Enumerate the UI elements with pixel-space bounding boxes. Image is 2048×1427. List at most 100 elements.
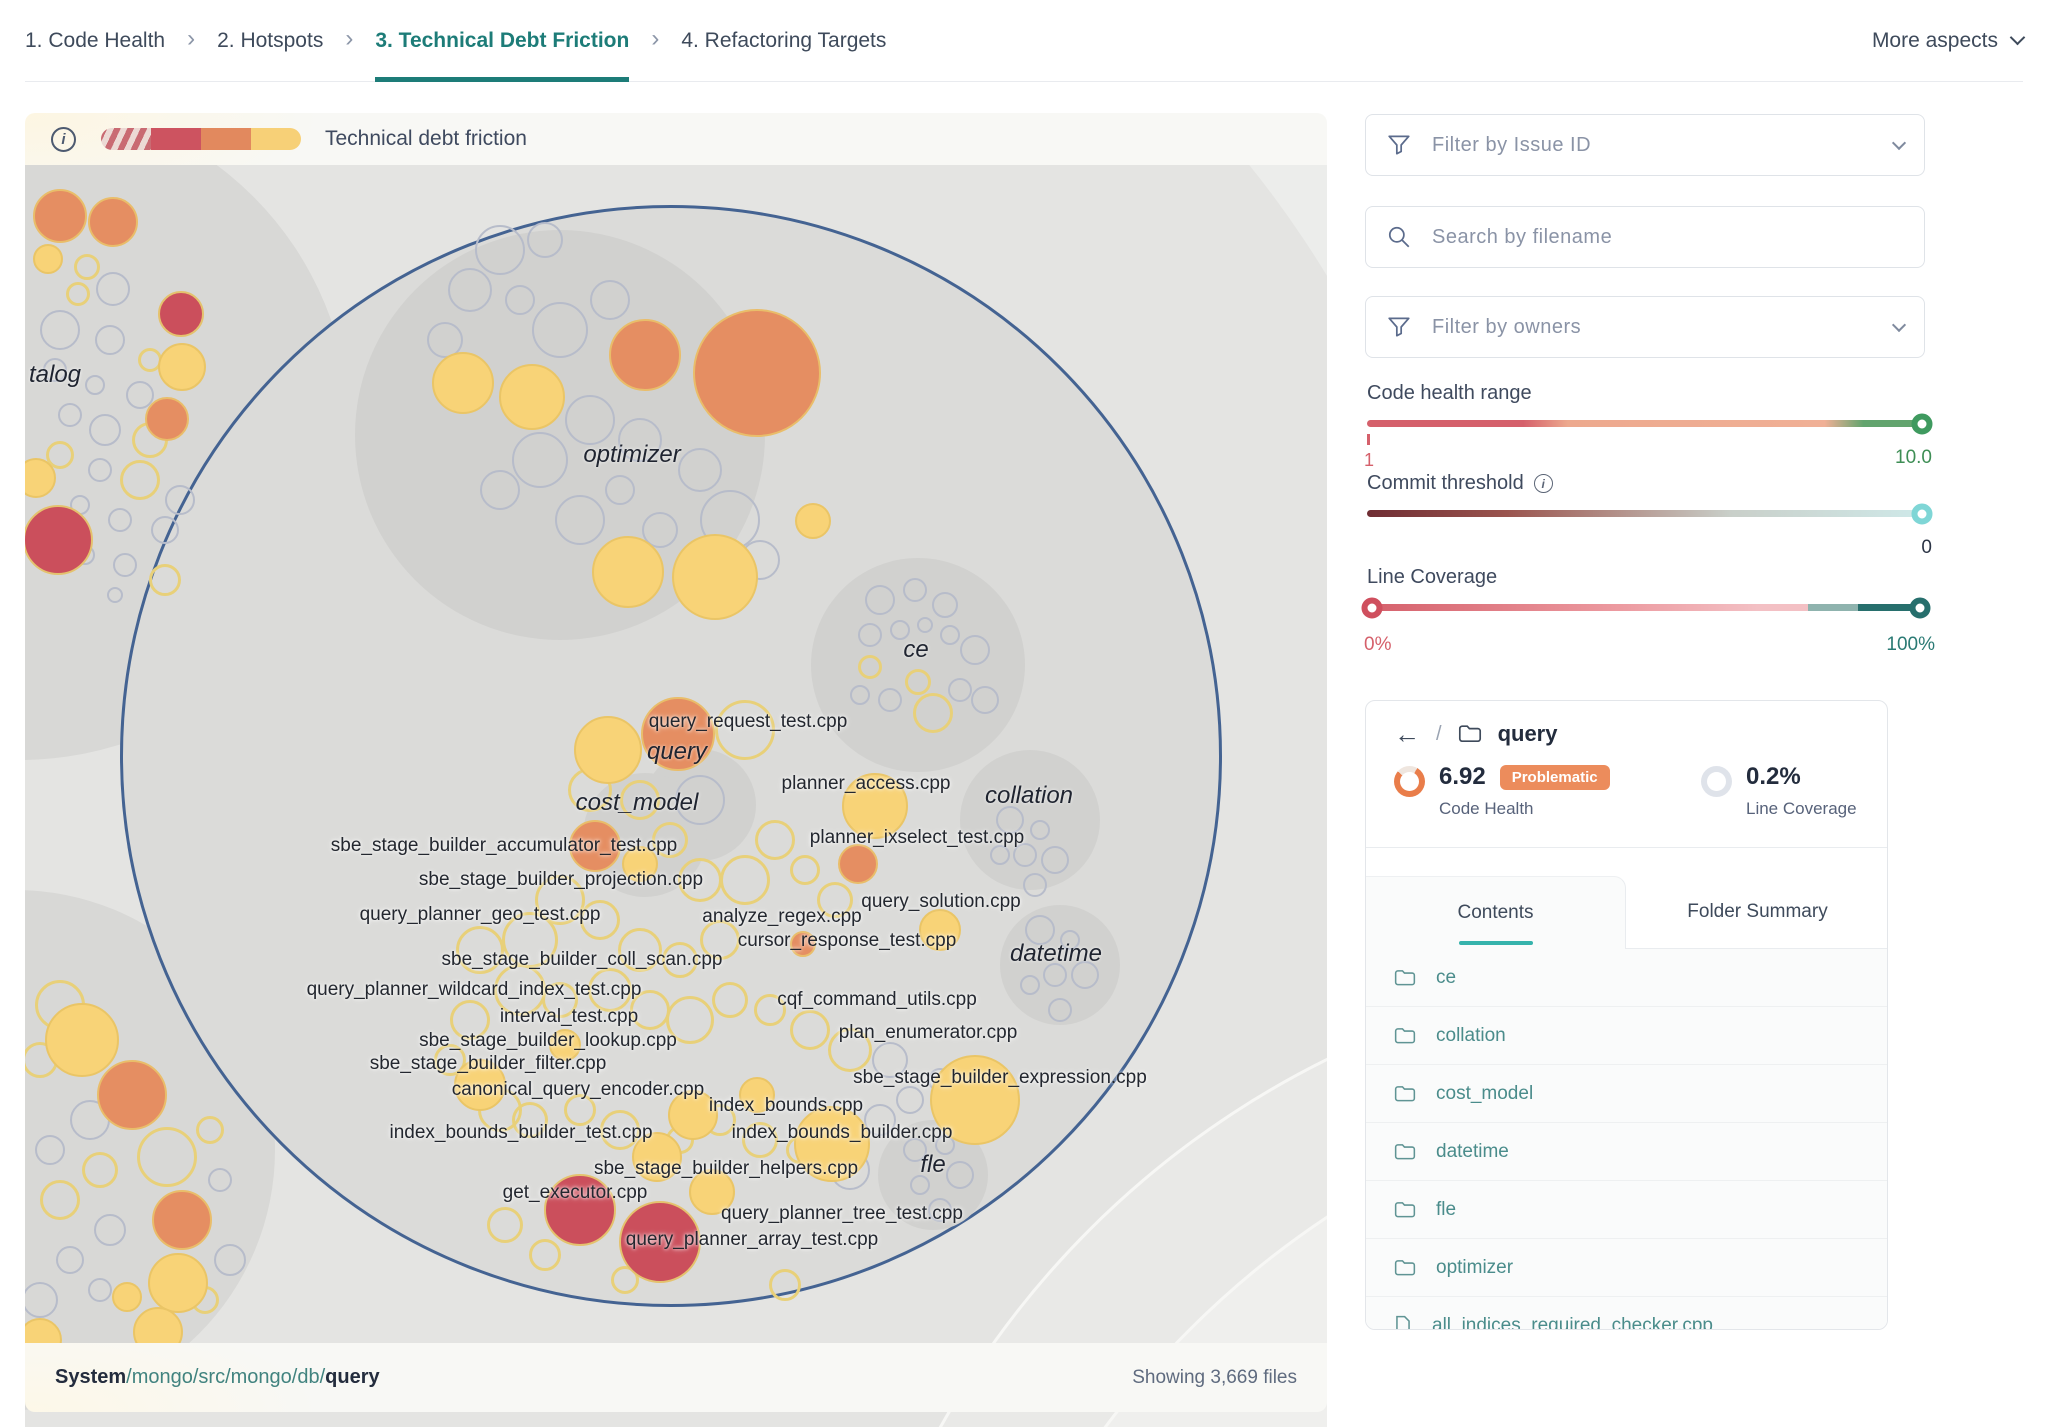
file-bubble-ring[interactable] — [137, 1127, 197, 1187]
file-bubble-ring[interactable] — [642, 512, 678, 548]
file-bubble-ring[interactable] — [1020, 975, 1040, 995]
file-bubble-ring[interactable] — [1013, 843, 1037, 867]
info-icon[interactable]: i — [1533, 474, 1553, 493]
file-bubble-ring[interactable] — [214, 1244, 246, 1276]
file-bubble-ring[interactable] — [850, 685, 870, 705]
file-bubble-ring[interactable] — [120, 460, 160, 500]
file-bubble[interactable] — [569, 820, 621, 872]
list-item-cost_model[interactable]: cost_model — [1366, 1065, 1887, 1123]
file-bubble-ring[interactable] — [74, 254, 100, 280]
file-bubble-ring[interactable] — [512, 432, 568, 488]
file-bubble-ring[interactable] — [85, 375, 105, 395]
file-bubble-ring[interactable] — [917, 617, 933, 633]
file-bubble[interactable] — [112, 1282, 142, 1312]
file-bubble[interactable] — [454, 1059, 506, 1111]
file-bubble-ring[interactable] — [532, 302, 588, 358]
file-bubble-ring[interactable] — [151, 516, 179, 544]
file-bubble-ring[interactable] — [948, 678, 972, 702]
file-bubble-ring[interactable] — [932, 592, 958, 618]
file-bubble[interactable] — [693, 309, 821, 437]
file-bubble[interactable] — [795, 503, 831, 539]
file-bubble-ring[interactable] — [864, 1104, 896, 1136]
file-bubble-ring[interactable] — [675, 775, 725, 825]
file-bubble-ring[interactable] — [903, 1138, 927, 1162]
more-aspects-button[interactable]: More aspects — [1872, 29, 2026, 53]
file-bubble-ring[interactable] — [817, 882, 853, 918]
file-bubble-ring[interactable] — [149, 564, 181, 596]
issue-id-filter[interactable]: Filter by Issue ID — [1365, 114, 1925, 176]
file-bubble-ring[interactable] — [58, 403, 82, 427]
file-bubble-ring[interactable] — [935, 1135, 955, 1155]
file-bubble-ring[interactable] — [905, 669, 931, 695]
file-bubble-ring[interactable] — [662, 942, 698, 978]
file-bubble-ring[interactable] — [712, 982, 748, 1018]
file-bubble[interactable] — [790, 931, 816, 957]
file-bubble-ring[interactable] — [1071, 961, 1099, 989]
file-bubble-ring[interactable] — [754, 994, 786, 1026]
nav-step-1[interactable]: 1. Code Health — [25, 28, 166, 52]
file-bubble-ring[interactable] — [790, 1010, 830, 1050]
list-item-all_indices_required_checker.cpp[interactable]: all_indices_required_checker.cpp — [1366, 1297, 1887, 1329]
file-bubble-ring[interactable] — [535, 875, 585, 925]
file-bubble-ring[interactable] — [1023, 873, 1047, 897]
file-bubble-ring[interactable] — [605, 475, 635, 505]
file-bubble[interactable] — [672, 534, 758, 620]
file-bubble-ring[interactable] — [742, 1122, 778, 1158]
line-coverage-slider[interactable] — [1367, 604, 1925, 611]
file-bubble-ring[interactable] — [666, 996, 714, 1044]
file-bubble-ring[interactable] — [1041, 846, 1069, 874]
path-links[interactable]: /mongo/src/mongo/db/ — [126, 1366, 326, 1388]
file-bubble[interactable] — [689, 1169, 735, 1215]
back-arrow-icon[interactable]: ← — [1394, 719, 1420, 749]
file-bubble[interactable] — [930, 1055, 1020, 1145]
file-bubble-ring[interactable] — [652, 822, 688, 858]
file-bubble-ring[interactable] — [620, 780, 660, 820]
file-bubble-ring[interactable] — [1025, 915, 1055, 945]
file-bubble[interactable] — [499, 364, 565, 430]
file-bubble-ring[interactable] — [611, 1266, 639, 1294]
file-bubble-ring[interactable] — [555, 495, 605, 545]
file-bubble-ring[interactable] — [769, 1269, 801, 1301]
file-bubble-ring[interactable] — [890, 620, 910, 640]
file-bubble[interactable] — [668, 1090, 718, 1140]
file-bubble[interactable] — [25, 505, 93, 575]
file-bubble-ring[interactable] — [618, 928, 662, 972]
file-bubble[interactable] — [842, 773, 908, 839]
line-coverage-max-handle[interactable] — [1909, 597, 1931, 619]
file-bubble-ring[interactable] — [126, 381, 154, 409]
file-bubble-ring[interactable] — [95, 325, 125, 355]
file-bubble-ring[interactable] — [46, 441, 74, 469]
file-bubble-ring[interactable] — [66, 282, 90, 306]
tab-contents[interactable]: Contents — [1366, 876, 1626, 949]
file-bubble-ring[interactable] — [35, 1135, 65, 1165]
file-bubble-ring[interactable] — [25, 1282, 58, 1318]
file-bubble[interactable] — [45, 1003, 119, 1077]
file-bubble[interactable] — [794, 1106, 870, 1182]
file-bubble-ring[interactable] — [108, 508, 132, 532]
list-item-datetime[interactable]: datetime — [1366, 1123, 1887, 1181]
file-bubble-ring[interactable] — [113, 553, 137, 577]
file-bubble-ring[interactable] — [940, 625, 960, 645]
file-bubble-ring[interactable] — [960, 635, 990, 665]
file-bubble-ring[interactable] — [913, 693, 953, 733]
file-bubble-ring[interactable] — [618, 418, 662, 462]
file-bubble-ring[interactable] — [88, 1278, 112, 1302]
file-bubble-ring[interactable] — [715, 700, 775, 760]
file-bubble-ring[interactable] — [505, 285, 535, 315]
file-bubble-ring[interactable] — [40, 1180, 80, 1220]
file-bubble[interactable] — [549, 1029, 581, 1061]
commit-threshold-handle[interactable] — [1911, 503, 1933, 525]
file-bubble-ring[interactable] — [456, 926, 504, 974]
file-bubble[interactable] — [592, 536, 664, 608]
file-bubble-ring[interactable] — [755, 820, 795, 860]
file-bubble-ring[interactable] — [448, 268, 492, 312]
file-bubble[interactable] — [88, 197, 138, 247]
nav-step-3[interactable]: 3. Technical Debt Friction — [375, 0, 630, 82]
file-bubble-ring[interactable] — [40, 310, 80, 350]
file-bubble[interactable] — [145, 397, 189, 441]
file-bubble[interactable] — [574, 716, 642, 784]
file-bubble-ring[interactable] — [43, 358, 67, 382]
file-bubble[interactable] — [609, 319, 681, 391]
file-bubble[interactable] — [641, 697, 715, 771]
file-bubble-ring[interactable] — [678, 448, 722, 492]
